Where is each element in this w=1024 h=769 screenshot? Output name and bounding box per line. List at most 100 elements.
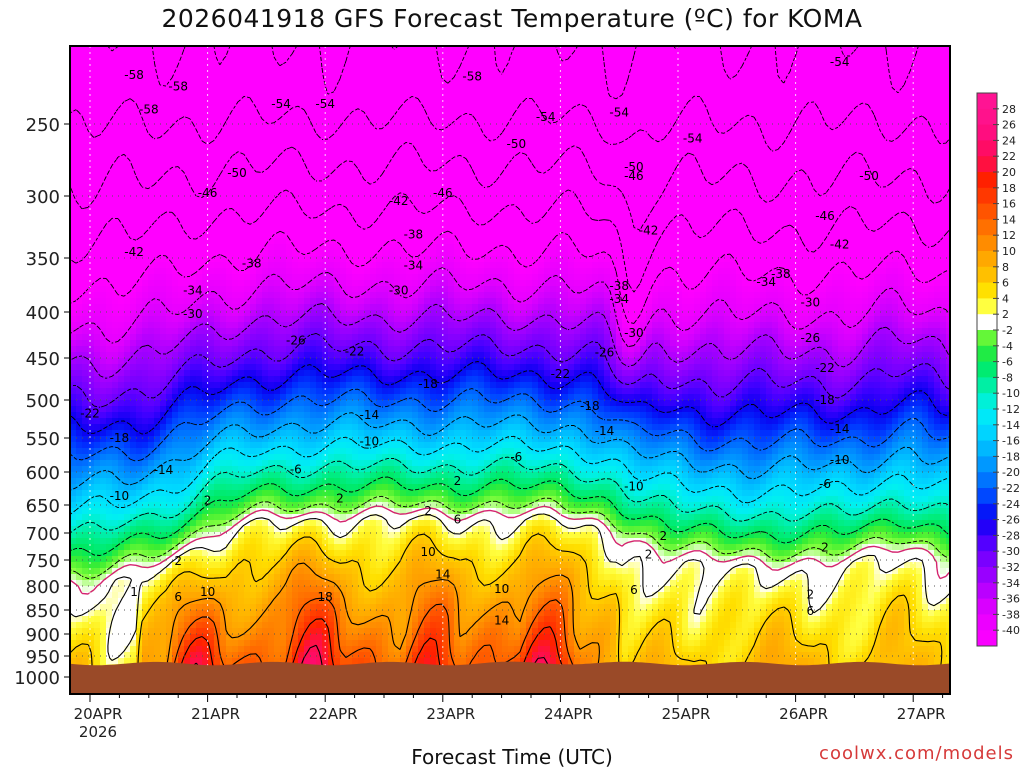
contour-label: 2 <box>336 491 344 505</box>
contour-label: -42 <box>830 237 850 251</box>
colorbar-tick-label: 4 <box>1002 292 1009 305</box>
colorbar-segment <box>977 488 997 504</box>
y-axis: 2503003504004505005506006507007508008509… <box>14 115 70 689</box>
colorbar-segment <box>977 551 997 567</box>
contour-label: -50 <box>227 166 247 180</box>
contour-label: -38 <box>404 227 424 241</box>
colorbar-tick-label: -6 <box>1002 356 1013 369</box>
contour-label: -58 <box>139 103 159 117</box>
colorbar-tick-label: -8 <box>1002 371 1013 384</box>
y-tick-label: 700 <box>26 524 60 545</box>
contour-label: -46 <box>198 186 218 200</box>
colorbar-tick-label: 16 <box>1002 198 1016 211</box>
colorbar-segment <box>977 614 997 630</box>
contour-label: 2 <box>659 529 667 543</box>
colorbar-tick-label: -24 <box>1002 498 1020 511</box>
contour-label: -54 <box>315 97 335 111</box>
contour-label: 6 <box>454 513 462 527</box>
colorbar-tick-label: -14 <box>1002 419 1020 432</box>
colorbar-segment <box>977 267 997 283</box>
contour-label: -50 <box>506 137 526 151</box>
contour-label: -14 <box>359 408 379 422</box>
colorbar-tick-label: 18 <box>1002 182 1016 195</box>
contour-label: -54 <box>609 105 629 119</box>
y-tick-label: 600 <box>26 463 60 484</box>
contour-label: -38 <box>609 279 629 293</box>
contour-label: -30 <box>389 283 409 297</box>
colorbar-segment <box>977 377 997 393</box>
contour-label: -18 <box>580 399 600 413</box>
colorbar-tick-label: -38 <box>1002 608 1020 621</box>
contour-label: 14 <box>494 614 509 628</box>
colorbar-segment <box>977 362 997 378</box>
x-tick-label: 27APR <box>897 705 946 723</box>
colorbar-segment <box>977 393 997 409</box>
contour-label: -34 <box>756 275 776 289</box>
colorbar-segment <box>977 172 997 188</box>
colorbar-tick-label: -4 <box>1002 340 1013 353</box>
y-tick-label: 750 <box>26 551 60 572</box>
contour-label: -6 <box>819 477 831 491</box>
colorbar-tick-label: -30 <box>1002 545 1020 558</box>
contour-label: -46 <box>815 209 835 223</box>
contour-label: -6 <box>510 450 522 464</box>
colorbar-segment <box>977 204 997 220</box>
contour-label: -34 <box>183 283 203 297</box>
ground-fill <box>70 662 950 694</box>
colorbar-tick-label: -16 <box>1002 435 1020 448</box>
y-tick-label: 800 <box>26 577 60 598</box>
colorbar-tick-label: 22 <box>1002 150 1016 163</box>
colorbar-tick-label: -34 <box>1002 577 1020 590</box>
colorbar-tick-label: -12 <box>1002 403 1020 416</box>
y-tick-label: 350 <box>26 249 60 270</box>
contour-label: 2 <box>454 474 462 488</box>
colorbar-segment <box>977 535 997 551</box>
contour-label: -58 <box>124 68 144 82</box>
colorbar-tick-label: 24 <box>1002 134 1016 147</box>
colorbar-tick-label: 6 <box>1002 277 1009 290</box>
contour-label: -26 <box>286 334 306 348</box>
contour-label: -42 <box>639 224 659 238</box>
x-tick-label: 21APR <box>191 705 240 723</box>
contour-label: -58 <box>168 80 188 94</box>
colorbar-tick-label: -2 <box>1002 324 1013 337</box>
contour-label: -14 <box>595 424 615 438</box>
colorbar-segment <box>977 346 997 362</box>
colorbar-segment <box>977 109 997 125</box>
colorbar-tick-label: -20 <box>1002 466 1020 479</box>
colorbar-tick-label: -28 <box>1002 529 1020 542</box>
contour-label: -46 <box>433 186 453 200</box>
colorbar-segment <box>977 219 997 235</box>
contour-label: 2 <box>424 504 432 518</box>
colorbar-segment <box>977 504 997 520</box>
colorbar-segment <box>977 567 997 583</box>
contour-label: -22 <box>80 407 100 421</box>
colorbar-tick-label: -26 <box>1002 514 1020 527</box>
contour-label: 2 <box>174 554 182 568</box>
colorbar-segment <box>977 583 997 599</box>
y-tick-label: 850 <box>26 601 60 622</box>
colorbar-segment <box>977 425 997 441</box>
contour-label: -22 <box>815 361 835 375</box>
y-tick-label: 450 <box>26 349 60 370</box>
colorbar-segment <box>977 520 997 536</box>
y-tick-label: 650 <box>26 496 60 517</box>
colorbar-segment <box>977 188 997 204</box>
colorbar-segment <box>977 314 997 330</box>
x-tick-label: 26APR <box>779 705 828 723</box>
contour-label: -18 <box>815 393 835 407</box>
colorbar-segment <box>977 251 997 267</box>
contour-label: -22 <box>551 367 571 381</box>
colorbar-segment <box>977 599 997 615</box>
contour-label: 2 <box>204 493 212 507</box>
y-tick-label: 900 <box>26 625 60 646</box>
contour-label: -26 <box>800 331 820 345</box>
y-tick-label: 550 <box>26 429 60 450</box>
contour-label: -30 <box>624 326 644 340</box>
contour-label: -46 <box>624 169 644 183</box>
contour-label: -38 <box>242 256 262 270</box>
contour-label: -18 <box>110 431 130 445</box>
y-tick-label: 400 <box>26 303 60 324</box>
contour-label: -6 <box>290 462 302 476</box>
y-tick-label: 250 <box>26 115 60 136</box>
